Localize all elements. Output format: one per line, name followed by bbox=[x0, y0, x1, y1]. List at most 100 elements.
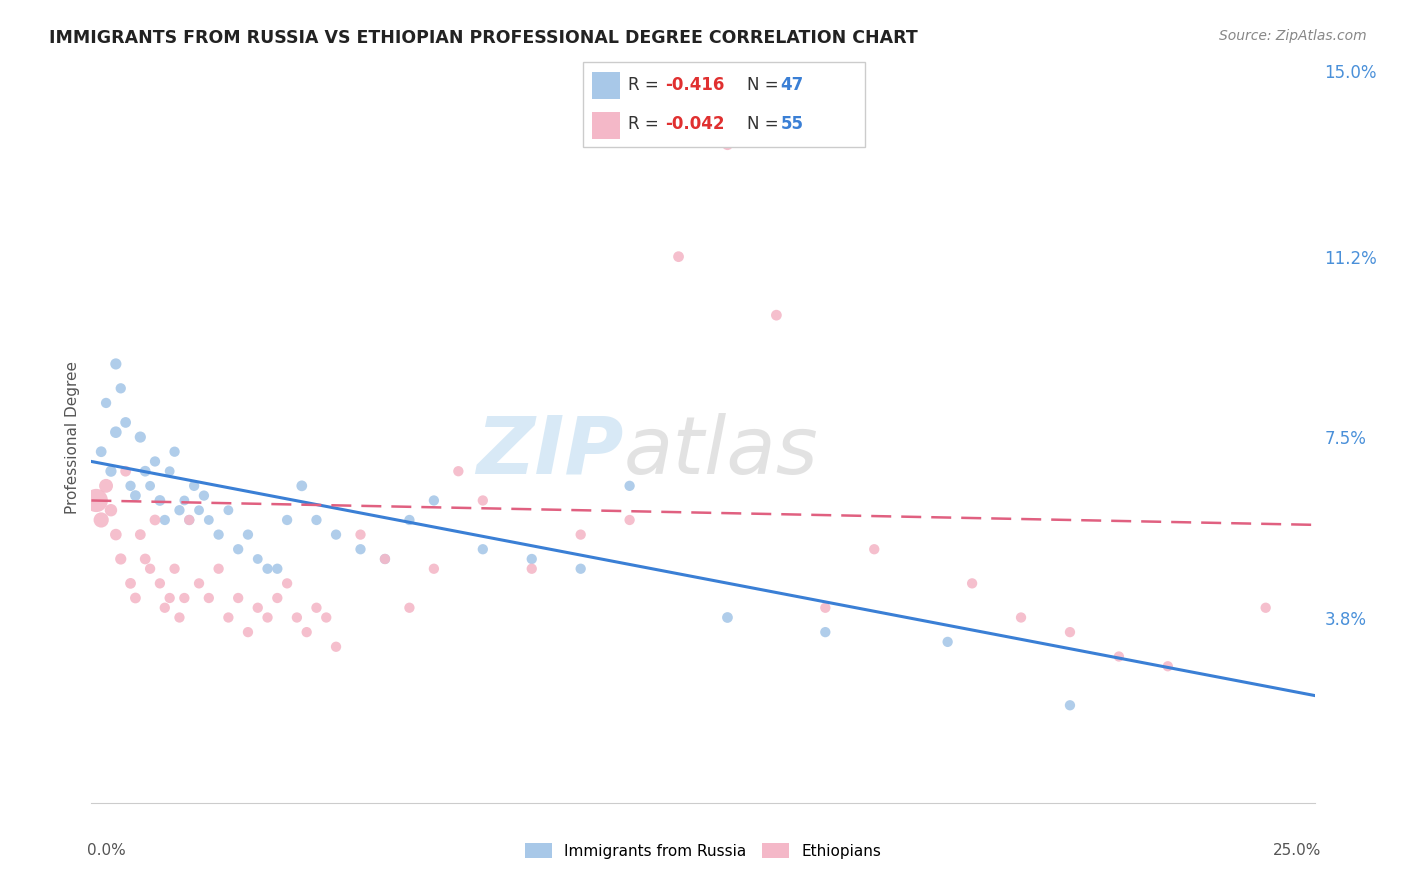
Point bbox=[1059, 625, 1081, 640]
Point bbox=[94, 396, 117, 410]
Text: -0.416: -0.416 bbox=[665, 77, 724, 95]
Point bbox=[305, 513, 328, 527]
Point bbox=[110, 552, 132, 566]
Point bbox=[139, 562, 162, 576]
Point bbox=[104, 425, 127, 440]
Point bbox=[295, 625, 318, 640]
Point bbox=[236, 625, 259, 640]
Point bbox=[207, 562, 229, 576]
Text: N =: N = bbox=[747, 77, 783, 95]
Text: 0.0%: 0.0% bbox=[87, 843, 127, 857]
Text: 47: 47 bbox=[780, 77, 804, 95]
Point bbox=[173, 493, 195, 508]
Point bbox=[226, 542, 249, 557]
Point bbox=[569, 562, 592, 576]
Point bbox=[1108, 649, 1130, 664]
Text: R =: R = bbox=[628, 115, 665, 133]
Point bbox=[447, 464, 470, 478]
Point bbox=[423, 493, 446, 508]
Point bbox=[179, 513, 201, 527]
Point bbox=[520, 552, 543, 566]
Point bbox=[325, 640, 347, 654]
Point bbox=[124, 489, 146, 503]
Point bbox=[716, 610, 738, 624]
Text: 25.0%: 25.0% bbox=[1274, 843, 1322, 857]
Point bbox=[198, 591, 221, 605]
Point bbox=[374, 552, 396, 566]
Point bbox=[120, 576, 142, 591]
Point bbox=[276, 576, 298, 591]
Point bbox=[291, 479, 314, 493]
Point bbox=[114, 464, 136, 478]
Point bbox=[153, 600, 176, 615]
Point bbox=[139, 479, 162, 493]
Point bbox=[104, 527, 127, 541]
Point bbox=[124, 591, 146, 605]
Bar bbox=[592, 71, 620, 99]
Point bbox=[246, 600, 269, 615]
Point bbox=[114, 416, 136, 430]
Point bbox=[520, 562, 543, 576]
Point bbox=[716, 137, 738, 152]
Point bbox=[936, 635, 959, 649]
Point bbox=[246, 552, 269, 566]
Point bbox=[471, 493, 494, 508]
Text: R =: R = bbox=[628, 77, 665, 95]
Point bbox=[198, 513, 221, 527]
Point bbox=[266, 591, 288, 605]
Point bbox=[398, 600, 420, 615]
Point bbox=[134, 464, 156, 478]
Point bbox=[94, 479, 117, 493]
Point bbox=[398, 513, 420, 527]
Point bbox=[90, 444, 112, 458]
Point bbox=[349, 542, 371, 557]
Point bbox=[149, 576, 172, 591]
Point bbox=[90, 513, 112, 527]
Point bbox=[276, 513, 298, 527]
Text: IMMIGRANTS FROM RUSSIA VS ETHIOPIAN PROFESSIONAL DEGREE CORRELATION CHART: IMMIGRANTS FROM RUSSIA VS ETHIOPIAN PROF… bbox=[49, 29, 918, 46]
Point bbox=[84, 493, 107, 508]
Point bbox=[226, 591, 249, 605]
Point bbox=[814, 625, 837, 640]
Point bbox=[1157, 659, 1180, 673]
Point bbox=[285, 610, 308, 624]
Point bbox=[169, 610, 191, 624]
Point bbox=[100, 503, 122, 517]
Point bbox=[256, 610, 278, 624]
Point bbox=[110, 381, 132, 395]
Text: Source: ZipAtlas.com: Source: ZipAtlas.com bbox=[1219, 29, 1367, 43]
Point bbox=[863, 542, 886, 557]
Point bbox=[471, 542, 494, 557]
Point bbox=[134, 552, 156, 566]
Point bbox=[120, 479, 142, 493]
Point bbox=[217, 610, 239, 624]
Point bbox=[256, 562, 278, 576]
Point bbox=[129, 527, 152, 541]
Point bbox=[960, 576, 983, 591]
Point bbox=[183, 479, 205, 493]
Point bbox=[129, 430, 152, 444]
Text: -0.042: -0.042 bbox=[665, 115, 724, 133]
Point bbox=[100, 464, 122, 478]
Point bbox=[159, 464, 181, 478]
Point bbox=[169, 503, 191, 517]
Point bbox=[163, 444, 186, 458]
Bar bbox=[592, 112, 620, 139]
Point bbox=[149, 493, 172, 508]
Point bbox=[163, 562, 186, 576]
FancyBboxPatch shape bbox=[583, 62, 865, 147]
Point bbox=[423, 562, 446, 576]
Point bbox=[188, 576, 211, 591]
Text: atlas: atlas bbox=[623, 413, 818, 491]
Point bbox=[193, 489, 215, 503]
Point bbox=[143, 454, 166, 468]
Point bbox=[349, 527, 371, 541]
Point bbox=[619, 513, 641, 527]
Point bbox=[179, 513, 201, 527]
Point bbox=[217, 503, 239, 517]
Point bbox=[159, 591, 181, 605]
Y-axis label: Professional Degree: Professional Degree bbox=[65, 360, 80, 514]
Point bbox=[143, 513, 166, 527]
Point bbox=[173, 591, 195, 605]
Point bbox=[1254, 600, 1277, 615]
